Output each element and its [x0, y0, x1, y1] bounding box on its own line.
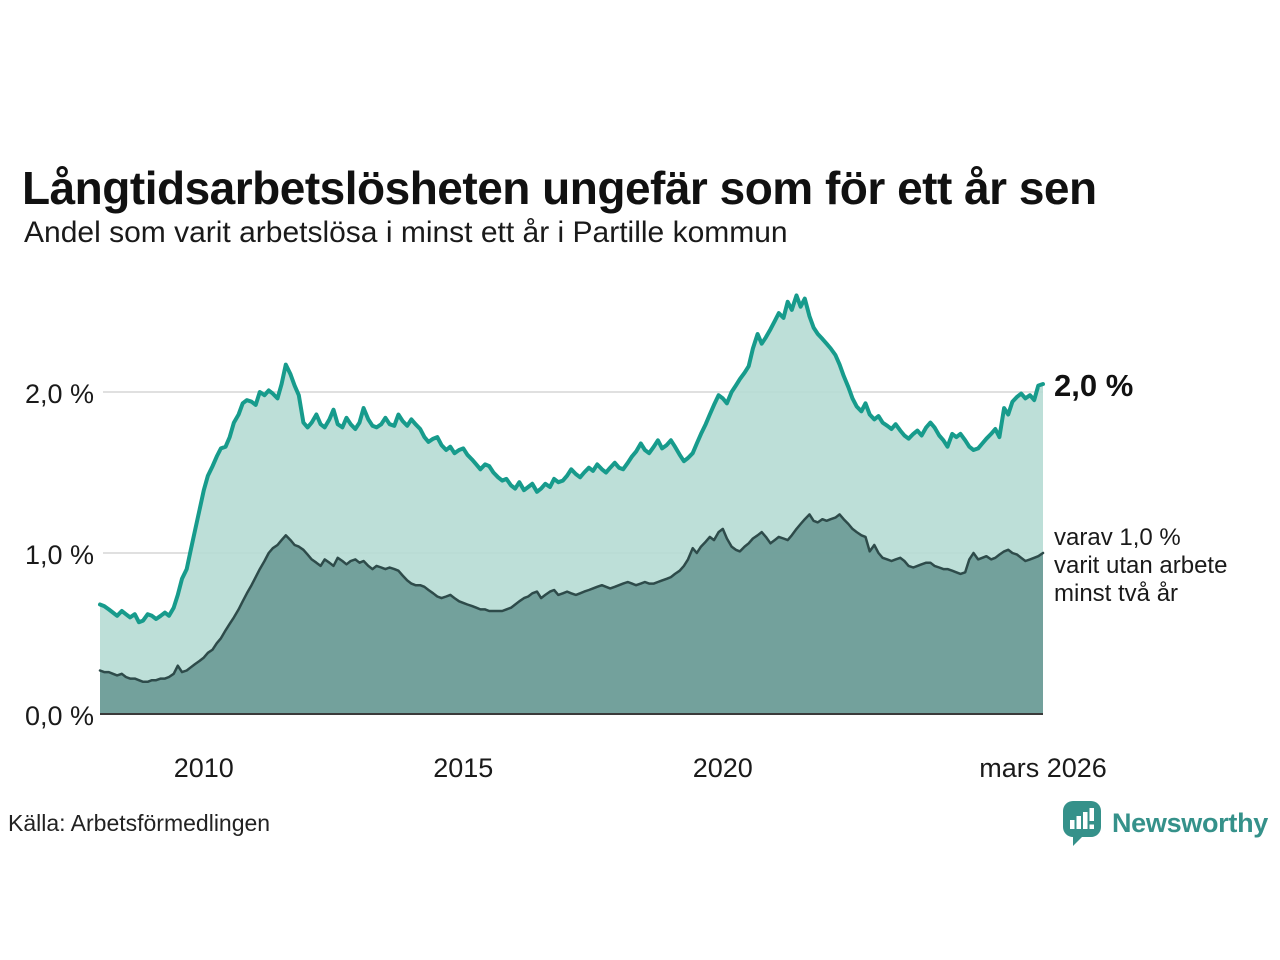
y-tick-label: 2,0 % — [24, 379, 94, 409]
page-title: Långtidsarbetslösheten ungefär som för e… — [22, 161, 1097, 214]
latest-value-label: 2,0 % — [1054, 368, 1134, 403]
two-year-annotation: varav 1,0 % varit utan arbete minst två … — [1054, 524, 1228, 607]
series-line-1 — [98, 513, 1045, 684]
newsworthy-bubble-chart-icon — [1062, 801, 1101, 846]
series-line-0 — [98, 293, 1045, 625]
newsworthy-wordmark: Newsworthy — [1111, 808, 1268, 838]
x-tick-label: 2010 — [173, 753, 234, 783]
chart-subtitle: Andel som varit arbetslösa i minst ett å… — [24, 216, 788, 249]
y-tick-label: 1,0 % — [24, 540, 94, 570]
x-tick-label: 2015 — [433, 753, 494, 783]
y-tick-label: 0,0 % — [24, 701, 94, 731]
newsworthy-logo: Newsworthy — [1062, 800, 1268, 847]
source-credit: Källa: Arbetsförmedlingen — [8, 810, 271, 836]
x-tick-label: 2020 — [692, 753, 753, 783]
x-tick-label: mars 2026 — [979, 753, 1107, 783]
area-fill-1 — [100, 514, 1043, 714]
